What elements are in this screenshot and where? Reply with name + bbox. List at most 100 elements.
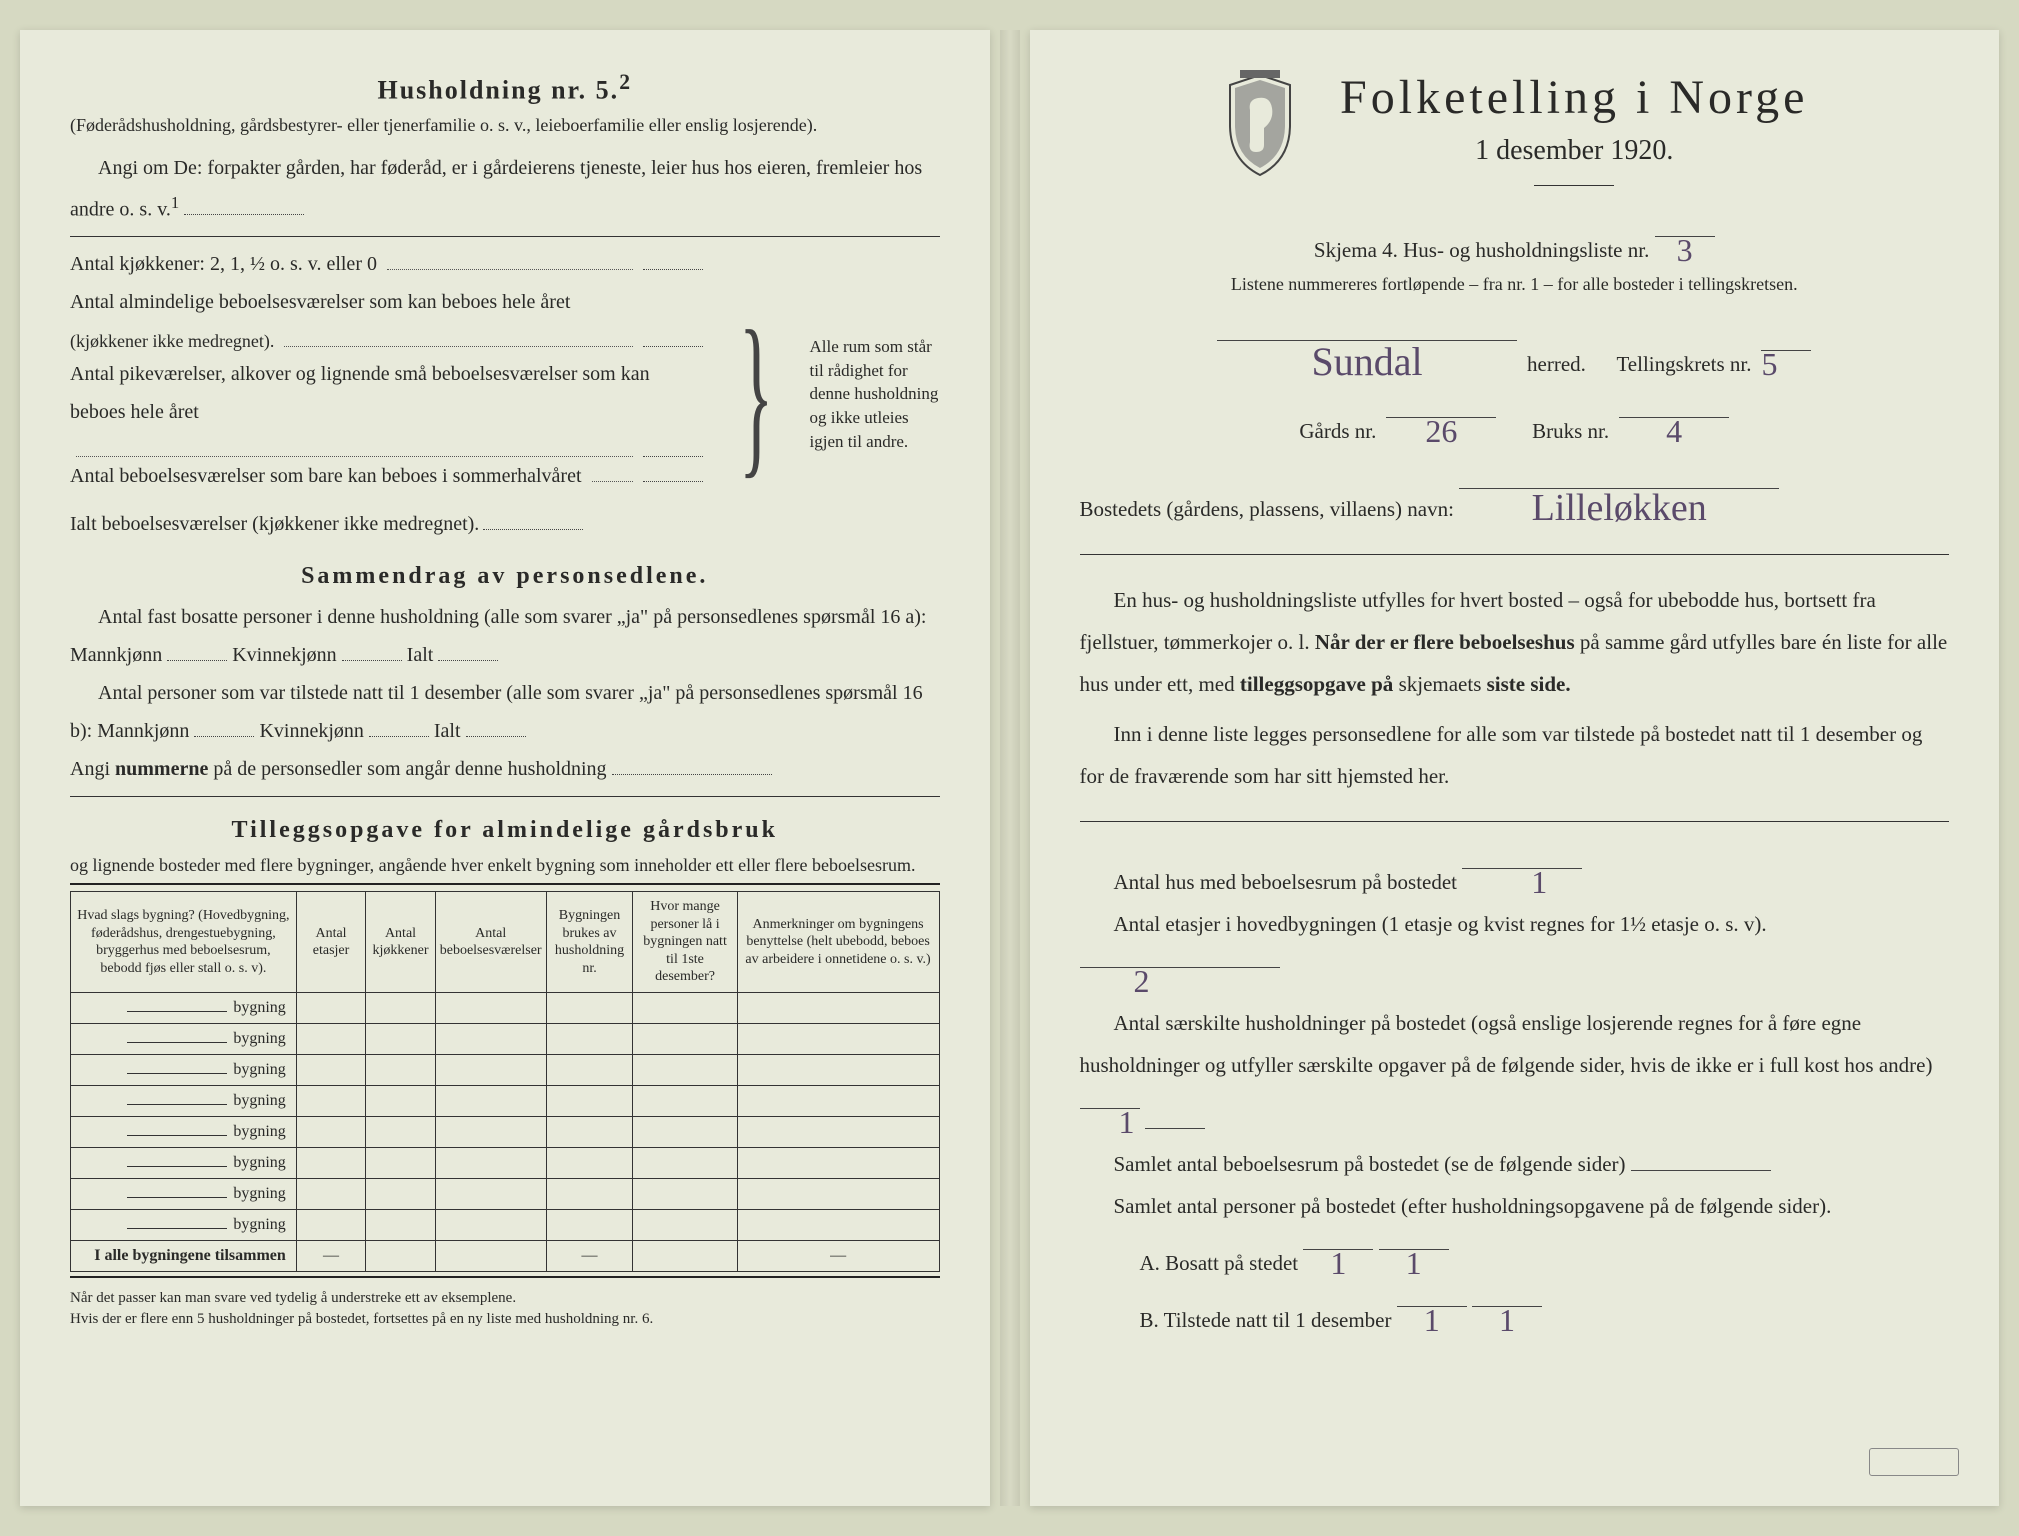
bosatt-a-row: A. Bosatt på stedet 1 1 (1080, 1227, 1950, 1284)
table-cell[interactable] (366, 1147, 435, 1178)
ialt-blank[interactable] (483, 508, 583, 530)
table-cell[interactable] (296, 1178, 365, 1209)
table-cell[interactable] (737, 1178, 939, 1209)
kvinne2: Kvinnekjønn (259, 720, 363, 742)
table-cell[interactable] (546, 1023, 633, 1054)
samm2-m[interactable] (194, 715, 254, 737)
table-cell[interactable] (366, 1085, 435, 1116)
table-cell[interactable] (546, 1116, 633, 1147)
table-cell[interactable] (435, 1178, 546, 1209)
sommer-blank[interactable] (643, 460, 703, 482)
samm1-m[interactable] (167, 639, 227, 661)
table-cell[interactable] (737, 1085, 939, 1116)
table-cell[interactable] (737, 1116, 939, 1147)
dots2 (284, 329, 633, 347)
table-cell[interactable] (366, 1209, 435, 1240)
row-label-cell[interactable]: bygning (71, 1178, 297, 1209)
table-cell[interactable] (633, 1023, 737, 1054)
tilstede-b-val2: 1 (1499, 1302, 1515, 1338)
table-cell[interactable] (435, 1116, 546, 1147)
table-cell[interactable] (435, 1054, 546, 1085)
table-cell[interactable] (546, 1054, 633, 1085)
row-label-cell[interactable]: bygning (71, 1054, 297, 1085)
angi-num: Angi (70, 758, 110, 780)
table-cell[interactable] (633, 1116, 737, 1147)
gards-field[interactable]: 26 (1386, 395, 1496, 418)
table-cell[interactable] (296, 1116, 365, 1147)
table-cell[interactable] (296, 1147, 365, 1178)
th-4: Bygningen brukes av husholdning nr. (546, 892, 633, 993)
table-cell[interactable] (546, 1147, 633, 1178)
total-c3[interactable] (435, 1240, 546, 1271)
table-cell[interactable] (296, 1023, 365, 1054)
table-cell[interactable] (737, 1023, 939, 1054)
total-c5[interactable] (633, 1240, 737, 1271)
saerskilte-field[interactable]: 1 (1080, 1086, 1140, 1109)
antal-hus-field[interactable]: 1 (1462, 846, 1582, 869)
saerskilte-label: Antal særskilte husholdninger på bostede… (1080, 1011, 1933, 1077)
bosted-field[interactable]: Lilleløkken (1459, 466, 1779, 489)
table-cell[interactable] (633, 1054, 737, 1085)
kjokken-blank[interactable] (643, 248, 703, 270)
saerskilte-field-2[interactable] (1145, 1106, 1205, 1129)
bruks-field[interactable]: 4 (1619, 395, 1729, 418)
table-cell[interactable] (296, 1209, 365, 1240)
table-cell[interactable] (633, 1147, 737, 1178)
table-cell[interactable] (737, 1209, 939, 1240)
table-cell[interactable] (296, 1085, 365, 1116)
skjema-field[interactable]: 3 (1655, 214, 1715, 237)
row-label-cell[interactable]: bygning (71, 1209, 297, 1240)
table-cell[interactable] (546, 1209, 633, 1240)
bosatt-a-val2: 1 (1406, 1245, 1422, 1281)
bosatt-a-val1: 1 (1330, 1245, 1346, 1281)
tilstede-b-field-2[interactable]: 1 (1472, 1284, 1542, 1307)
table-cell[interactable] (633, 1178, 737, 1209)
table-cell[interactable] (633, 1209, 737, 1240)
table-cell[interactable] (366, 1178, 435, 1209)
table-cell[interactable] (435, 1209, 546, 1240)
table-cell[interactable] (435, 1147, 546, 1178)
row-label-cell[interactable]: bygning (71, 1147, 297, 1178)
row-label-cell[interactable]: bygning (71, 992, 297, 1023)
table-cell[interactable] (633, 992, 737, 1023)
angi-blank[interactable] (184, 193, 304, 215)
samm2-i[interactable] (466, 715, 526, 737)
table-cell[interactable] (366, 992, 435, 1023)
samm2-k[interactable] (369, 715, 429, 737)
total-c2[interactable] (366, 1240, 435, 1271)
samlet-rum-field[interactable] (1631, 1148, 1771, 1171)
table-cell[interactable] (633, 1085, 737, 1116)
table-cell[interactable] (435, 1023, 546, 1054)
table-cell[interactable] (737, 1054, 939, 1085)
table-cell[interactable] (296, 992, 365, 1023)
table-cell[interactable] (435, 992, 546, 1023)
table-cell[interactable] (546, 1085, 633, 1116)
herred-field[interactable]: Sundal (1217, 318, 1517, 341)
table-cell[interactable] (546, 1178, 633, 1209)
row-label-cell[interactable]: bygning (71, 1085, 297, 1116)
table-cell[interactable] (737, 1147, 939, 1178)
alm-blank[interactable] (643, 325, 703, 347)
pike-blank[interactable] (643, 435, 703, 457)
samm1-i[interactable] (438, 639, 498, 661)
etasjer-field[interactable]: 2 (1080, 945, 1280, 968)
table-cell[interactable] (366, 1054, 435, 1085)
dots3 (76, 439, 633, 457)
pike-label: Antal pikeværelser, alkover og lignende … (70, 355, 703, 431)
table-cell[interactable] (435, 1085, 546, 1116)
etasjer-val: 2 (1134, 963, 1150, 999)
table-cell[interactable] (366, 1116, 435, 1147)
table-cell[interactable] (366, 1023, 435, 1054)
table-cell[interactable] (737, 992, 939, 1023)
samm1-k[interactable] (342, 639, 402, 661)
angi-num-blank[interactable] (612, 753, 772, 775)
tilstede-b-field-1[interactable]: 1 (1397, 1284, 1467, 1307)
row-label-cell[interactable]: bygning (71, 1116, 297, 1147)
bosatt-a-field-2[interactable]: 1 (1379, 1227, 1449, 1250)
herred-label: herred. (1527, 343, 1586, 385)
table-cell[interactable] (546, 992, 633, 1023)
row-label-cell[interactable]: bygning (71, 1023, 297, 1054)
tellingskrets-field[interactable]: 5 (1761, 328, 1811, 351)
table-cell[interactable] (296, 1054, 365, 1085)
bosatt-a-field-1[interactable]: 1 (1303, 1227, 1373, 1250)
